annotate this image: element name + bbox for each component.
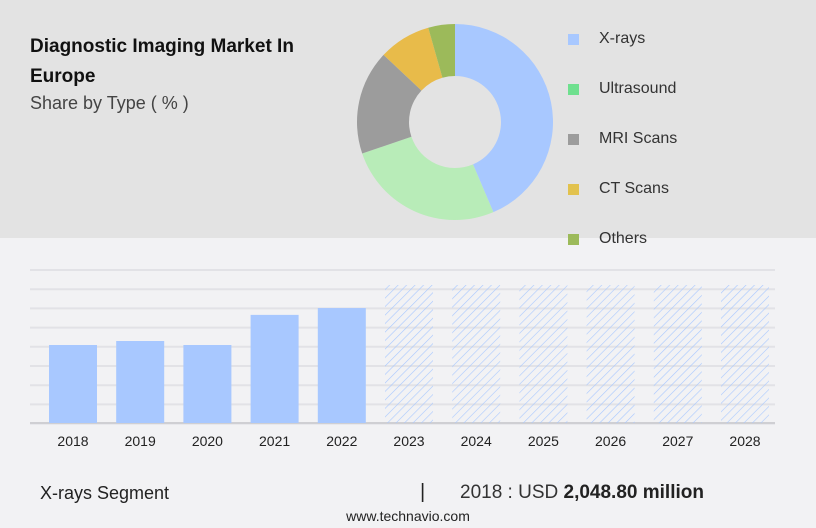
legend-label: Others	[599, 230, 648, 247]
value-amount: 2,048.80 million	[563, 482, 704, 503]
legend: X-rays Ultrasound MRI Scans CT Scans Others	[568, 14, 677, 264]
legend-label: Ultrasound	[599, 80, 677, 97]
bar-2019	[116, 340, 165, 423]
bar-2023	[385, 285, 433, 423]
header-panel: Diagnostic Imaging Market In Europe Shar…	[0, 0, 816, 247]
x-tick-label: 2028	[729, 433, 760, 449]
bar-2021	[250, 314, 299, 423]
x-tick-label: 2022	[326, 433, 357, 449]
bar-2028	[721, 285, 769, 423]
legend-swatch	[568, 33, 579, 45]
x-tick-label: 2026	[595, 433, 626, 449]
separator: |	[420, 481, 426, 503]
donut-slice-ct-scans	[383, 27, 443, 91]
legend-item: X-rays	[568, 14, 677, 64]
chart-subtitle: Share by Type ( % )	[30, 93, 189, 113]
donut-slice-ultrasound	[362, 136, 494, 220]
legend-label: CT Scans	[599, 180, 669, 197]
bar-2018	[49, 345, 97, 423]
legend-label: MRI Scans	[599, 130, 678, 147]
legend-item: Ultrasound	[568, 64, 677, 114]
year-label: 2018 : USD	[460, 482, 564, 503]
legend-swatch	[568, 233, 579, 245]
legend-swatch	[568, 83, 579, 95]
legend-item: Others	[568, 214, 677, 264]
donut-chart	[357, 24, 553, 220]
x-tick-label: 2020	[192, 433, 223, 449]
bar-2026	[586, 285, 635, 423]
segment-label: X-rays Segment	[40, 483, 170, 503]
website-link[interactable]: www.technavio.com	[346, 508, 470, 524]
x-tick-label: 2021	[259, 433, 290, 449]
legend-swatch	[568, 183, 579, 195]
bar-chart: 2018 2019 2020 2021 2022 2023 2024 2025 2026 2027…	[30, 269, 775, 449]
x-tick-label: 2019	[125, 433, 156, 449]
x-tick-label: 2025	[528, 433, 559, 449]
x-tick-label: 2024	[461, 433, 492, 449]
donut-slice-others	[428, 24, 455, 78]
x-tick-label: 2027	[662, 433, 693, 449]
legend-item: CT Scans	[568, 164, 677, 214]
x-tick-label: 2023	[393, 433, 424, 449]
segment-value: 2018 : USD 2,048.80 million	[460, 482, 704, 504]
donut-slice-mri-scans	[357, 54, 422, 154]
x-tick-label: 2018	[57, 433, 88, 449]
bar-2025	[519, 285, 568, 423]
legend-label: X-rays	[599, 30, 646, 47]
legend-swatch	[568, 133, 579, 145]
bar-2022	[317, 308, 366, 423]
chart-title: Diagnostic Imaging Market In Europe	[30, 36, 294, 87]
bar-2024	[452, 285, 501, 423]
bar-2027	[653, 285, 702, 423]
bar-2020	[183, 344, 232, 423]
donut-slice-x-rays	[455, 24, 553, 213]
legend-item: MRI Scans	[568, 114, 677, 164]
